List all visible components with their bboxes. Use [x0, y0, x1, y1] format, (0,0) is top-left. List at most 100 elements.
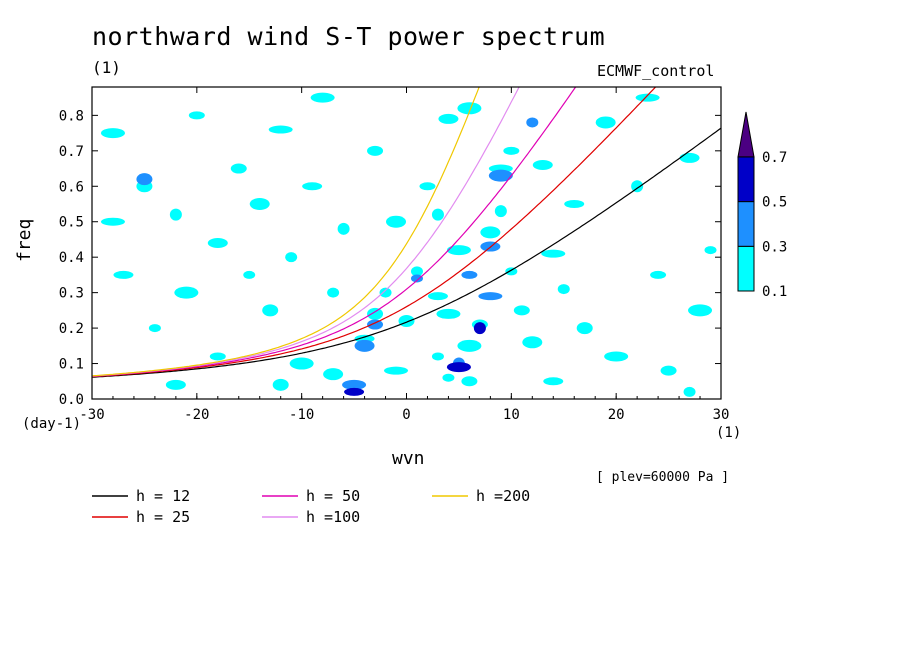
power-contour [631, 180, 644, 193]
x-tick-label: -20 [184, 407, 209, 423]
colorbar-label: 0.1 [762, 284, 787, 300]
power-contour [688, 304, 713, 317]
y-tick-label: 0.2 [59, 321, 84, 337]
power-contour [431, 208, 444, 221]
power-contour [327, 287, 340, 298]
power-contour [174, 286, 199, 299]
power-contour [285, 252, 298, 263]
colorbar-segment [737, 245, 755, 292]
power-contour [209, 352, 226, 361]
power-contour [532, 160, 553, 170]
y-tick-label: 0.3 [59, 286, 84, 302]
power-contour-core [345, 381, 364, 389]
power-contour [386, 215, 407, 228]
x-axis-label: wvn [392, 448, 425, 469]
x-tick-label: -30 [79, 407, 104, 423]
x-tick-label: 10 [503, 407, 520, 423]
power-contour [323, 368, 344, 381]
dispersion-curves [92, 87, 721, 378]
power-contour-core [529, 118, 536, 126]
power-contour-core [370, 321, 381, 329]
power-contour-core [491, 171, 510, 181]
power-contour-core [476, 323, 483, 333]
power-contour [419, 182, 436, 191]
power-contour [367, 307, 384, 320]
power-contour [230, 163, 247, 174]
power-contour [302, 182, 323, 191]
pressure-level-note: [ plev=60000 Pa ] [596, 470, 730, 485]
legend-label: h = 12 [136, 487, 190, 505]
power-contour [513, 305, 530, 316]
power-contour [436, 308, 461, 319]
x-tick-label: 0 [402, 407, 410, 423]
power-contour-core [449, 363, 468, 371]
curve-h-100 [92, 87, 520, 377]
curve-h-25 [92, 87, 657, 378]
power-contour [683, 386, 696, 397]
power-contour-core [464, 272, 475, 278]
y-tick-label: 0.1 [59, 357, 84, 373]
power-contour [541, 249, 566, 258]
power-contour [650, 270, 667, 279]
curve-h-12 [92, 127, 721, 378]
power-contour [249, 198, 270, 210]
power-contour [337, 222, 350, 235]
power-contour [494, 205, 507, 218]
power-contour-core [481, 293, 500, 299]
colorbar-segment [737, 156, 755, 203]
power-contour [457, 102, 482, 115]
power-contour [113, 270, 134, 279]
subtitle-left: (1) [92, 58, 121, 77]
y-axis-unit: (day-1) [22, 416, 82, 432]
power-contour [557, 284, 570, 295]
legend-label: h =200 [476, 487, 530, 505]
y-tick-label: 0.6 [59, 179, 84, 195]
x-tick-label: 20 [608, 407, 625, 423]
power-contour [595, 116, 616, 129]
y-tick-label: 0.8 [59, 108, 84, 124]
power-contour [100, 217, 125, 226]
curve-h-50 [92, 87, 577, 377]
power-contour [398, 315, 415, 327]
colorbar-segment [737, 201, 755, 247]
power-contour [660, 365, 677, 376]
power-contour [243, 270, 256, 279]
power-contour [505, 267, 518, 276]
power-contour [410, 266, 423, 277]
power-contour [543, 377, 564, 386]
x-tick-label: -10 [289, 407, 314, 423]
power-contour [207, 238, 228, 248]
power-contour [604, 351, 629, 362]
chart-title: northward wind S-T power spectrum [92, 22, 606, 51]
power-contour-core [347, 389, 362, 395]
colorbar-label: 0.3 [762, 239, 787, 255]
power-contour [367, 145, 384, 156]
power-contour-core [357, 341, 372, 351]
y-tick-label: 0.7 [59, 144, 84, 160]
y-tick-label: 0.0 [59, 392, 84, 408]
power-contour [679, 152, 700, 163]
power-contour [384, 366, 409, 375]
legend: h = 12 h = 25 h = 50 h =100 h =200 [92, 487, 530, 526]
power-contour [262, 304, 279, 317]
power-contour [310, 92, 335, 103]
power-contour [704, 246, 717, 255]
power-contour [148, 324, 161, 333]
power-contour [379, 287, 392, 298]
legend-label: h = 25 [136, 508, 190, 526]
power-contour [442, 373, 455, 382]
power-contour [564, 200, 585, 208]
colorbar-label: 0.7 [762, 150, 787, 166]
power-contour-core [139, 174, 150, 184]
power-contour [272, 378, 289, 391]
run-name: ECMWF_control [597, 62, 715, 80]
power-contour [635, 93, 660, 102]
y-tick-label: 0.4 [59, 250, 84, 266]
power-contour [165, 379, 186, 390]
colorbar-label: 0.5 [762, 195, 787, 211]
curve-h-200 [92, 87, 480, 377]
power-contour [169, 208, 182, 221]
contour-layer [100, 92, 717, 397]
colorbar: 0.1 0.3 0.5 0.7 [737, 111, 787, 300]
